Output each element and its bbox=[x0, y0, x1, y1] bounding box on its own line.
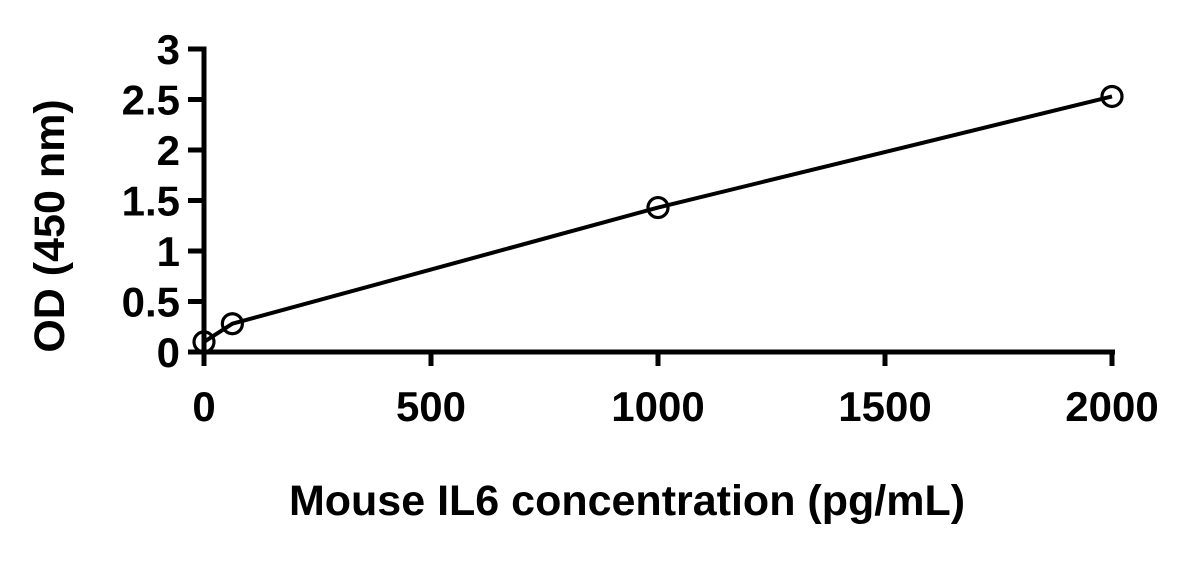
y-tick-label: 1.5 bbox=[122, 178, 180, 225]
data-point-marker bbox=[192, 330, 216, 354]
x-axis-title: Mouse IL6 concentration (pg/mL) bbox=[289, 477, 965, 525]
data-point-marker bbox=[646, 195, 670, 220]
data-point-marker bbox=[1100, 84, 1124, 109]
y-tick-label: 1 bbox=[157, 228, 180, 275]
x-tick-label: 500 bbox=[396, 383, 466, 430]
y-tick-label: 2 bbox=[157, 127, 180, 174]
x-tick-label: 2000 bbox=[1065, 383, 1158, 430]
data-point-marker bbox=[220, 312, 244, 336]
y-axis-title: OD (450 nm) bbox=[26, 99, 74, 352]
x-tick-label: 1000 bbox=[611, 383, 704, 430]
series-line bbox=[202, 94, 1113, 344]
axes-group: 00.511.522.530 500 1000 1500 2000 bbox=[122, 26, 1159, 430]
x-tick-label: 1500 bbox=[838, 383, 931, 430]
x-tick-label: 0 bbox=[192, 383, 215, 430]
y-tick-label: 0 bbox=[157, 329, 180, 376]
y-tick-label: 0.5 bbox=[122, 279, 180, 326]
y-tick-label: 2.5 bbox=[122, 77, 180, 124]
y-tick-label: 3 bbox=[157, 26, 180, 73]
data-series-group bbox=[192, 84, 1124, 354]
